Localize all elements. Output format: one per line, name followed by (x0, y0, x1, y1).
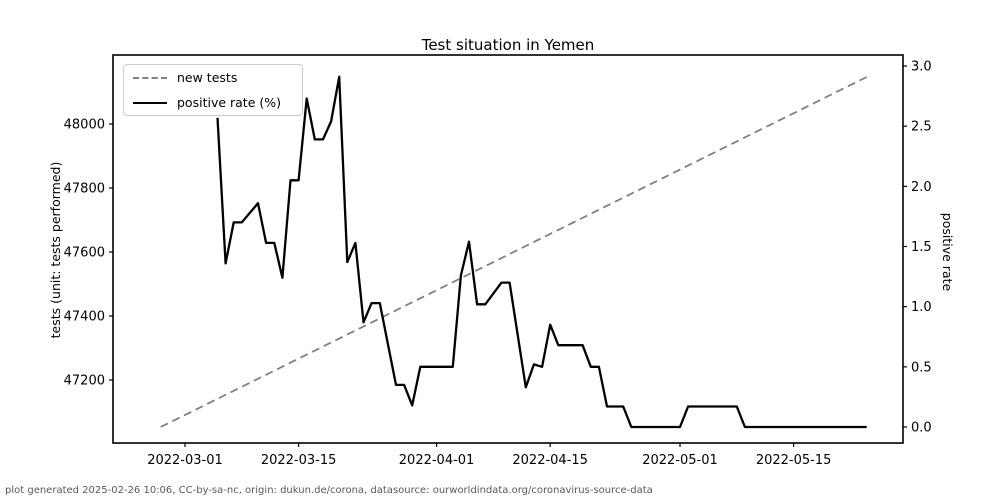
legend-label: positive rate (%) (177, 95, 281, 110)
footer-attribution: plot generated 2025-02-26 10:06, CC-by-s… (5, 485, 653, 496)
series-line-new-tests (160, 76, 868, 428)
x-tick-label: 2022-05-15 (756, 453, 832, 468)
y-tick-right-label: 3.0 (911, 60, 932, 75)
y-tick-right-label: 2.5 (911, 120, 932, 135)
solid-line-sample-icon (133, 101, 167, 104)
legend-label: new tests (177, 70, 238, 85)
y-tick-right-label: 0.5 (911, 360, 932, 375)
series-line-positive-rate- (216, 75, 867, 429)
y-tick-right-label: 2.0 (911, 180, 932, 195)
chart-title: Test situation in Yemen (421, 36, 595, 54)
legend-item-positive-rate: positive rate (%) (124, 90, 302, 115)
dashed-line-sample-icon (133, 76, 167, 79)
legend: new tests positive rate (%) (123, 64, 303, 116)
legend-item-new-tests: new tests (124, 65, 302, 90)
x-tick-label: 2022-04-01 (399, 453, 475, 468)
y-tick-left-label: 47200 (64, 374, 105, 389)
y-axis-label-left: tests (unit: tests performed) (48, 161, 63, 339)
y-tick-right-label: 1.5 (911, 240, 932, 255)
x-tick-label: 2022-03-15 (261, 453, 337, 468)
x-tick-label: 2022-03-01 (147, 453, 223, 468)
y-axis-label-right: positive rate (940, 212, 955, 292)
y-tick-left-label: 47600 (64, 246, 105, 261)
x-tick-label: 2022-05-01 (642, 453, 718, 468)
y-tick-left-label: 47400 (64, 310, 105, 325)
y-tick-right-label: 1.0 (911, 300, 932, 315)
y-tick-left-label: 47800 (64, 182, 105, 197)
y-tick-left-label: 48000 (64, 118, 105, 133)
y-tick-right-label: 0.0 (911, 421, 932, 436)
axes-spines (112, 54, 904, 444)
x-tick-label: 2022-04-15 (512, 453, 588, 468)
